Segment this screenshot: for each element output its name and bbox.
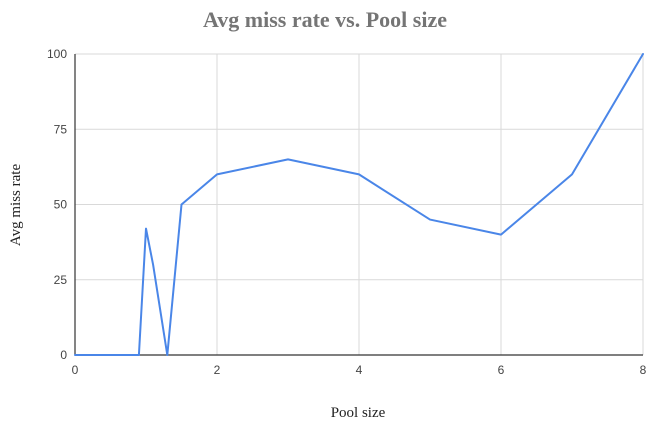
- x-tick-label: 2: [214, 363, 221, 377]
- gridlines: [75, 53, 644, 355]
- x-tick-label: 0: [72, 363, 79, 377]
- series-lines: [74, 53, 644, 356]
- y-tick-label: 0: [60, 348, 67, 362]
- y-tick-label: 100: [47, 47, 67, 61]
- y-tick-label: 75: [54, 122, 68, 136]
- axes: [74, 54, 643, 356]
- x-axis-label: Pool size: [331, 405, 386, 421]
- chart-title: Avg miss rate vs. Pool size: [203, 7, 447, 32]
- x-tick-label: 4: [356, 363, 363, 377]
- y-tick-label: 50: [54, 198, 68, 212]
- x-tick-label: 8: [640, 363, 647, 377]
- series-line: [74, 53, 644, 356]
- y-axis-label: Avg miss rate: [8, 164, 24, 247]
- tick-labels: 0 25 50 75 100 0 2 4 6 8: [47, 47, 647, 377]
- x-tick-label: 6: [498, 363, 505, 377]
- y-tick-label: 25: [54, 273, 68, 287]
